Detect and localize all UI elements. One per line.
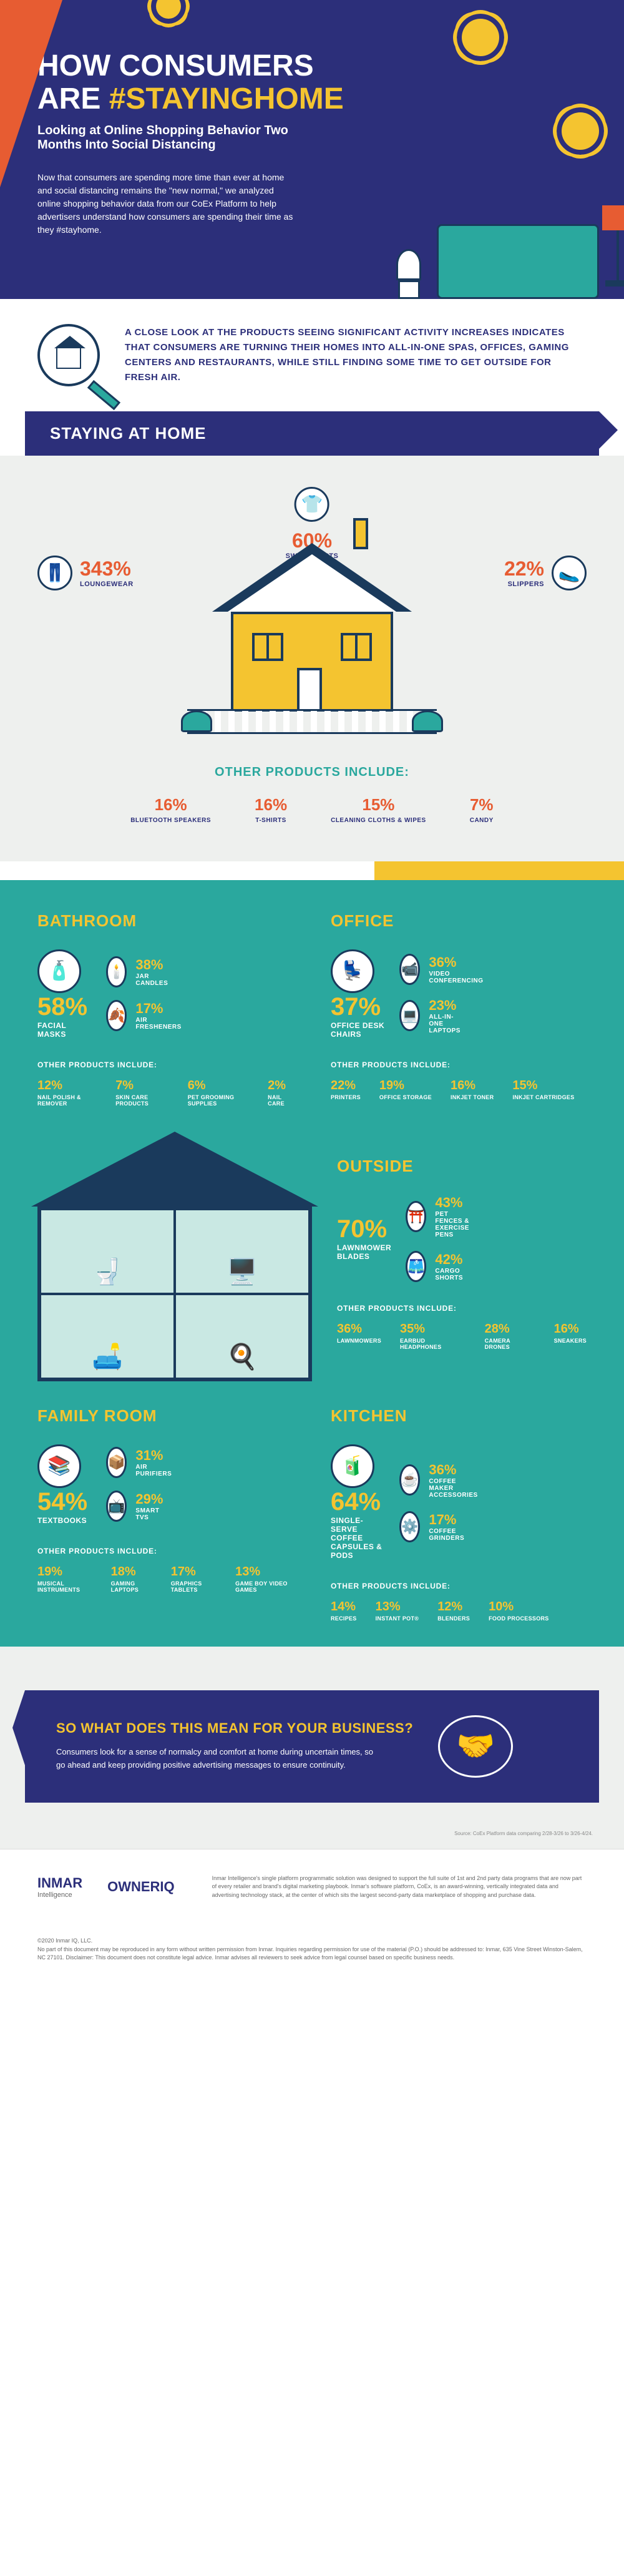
virus-icon xyxy=(156,0,181,19)
cutaway-kitchen: 🍳 xyxy=(175,1294,310,1379)
slippers-icon: 🥿 xyxy=(552,556,587,590)
cutaway-bathroom: 🚽 xyxy=(40,1209,175,1294)
outside-room: OUTSIDE 70% LAWNMOWER BLADES ⛩️43%PET FE… xyxy=(337,1157,587,1350)
office-room: OFFICE 💺 37% OFFICE DESK CHAIRS 📹36%VIDE… xyxy=(331,911,587,1107)
stat-freshener: 🍂17%AIR FRESHENERS xyxy=(106,1000,162,1031)
virus-icon xyxy=(562,112,599,150)
facial-mask-icon: 🧴 xyxy=(37,949,81,993)
copyright: ©2020 Inmar IQ, LLC. No part of this doc… xyxy=(0,1924,624,1987)
cutaway-office: 🖥️ xyxy=(175,1209,310,1294)
family-room: FAMILY ROOM 📚 54% TEXTBOOKS 📦31%AIR PURI… xyxy=(37,1406,293,1622)
callout-slippers: 🥿 22% SLIPPERS xyxy=(449,556,587,590)
stat-grinder: ⚙️17%COFFEE GRINDERS xyxy=(399,1511,456,1542)
coffee-pod-icon: 🧃 xyxy=(331,1444,374,1488)
other-item: 15%CLEANING CLOTHS & WIPES xyxy=(331,795,426,824)
handshake-icon: 🤝 xyxy=(438,1715,513,1778)
virus-icon xyxy=(462,19,499,56)
couch-illustration xyxy=(437,224,599,299)
sweatshirt-icon: 👕 xyxy=(295,487,329,522)
house-cutaway: 🚽 🖥️ 🛋️ 🍳 OUTSIDE 70% LAWNMOWER BLADES ⛩… xyxy=(37,1132,587,1381)
stat-pet-fences: ⛩️43%PET FENCES & EXERCISE PENS xyxy=(406,1195,462,1238)
inmar-logo: INMAR Intelligence xyxy=(37,1875,82,1899)
source-note: Source: CoEx Platform data comparing 2/2… xyxy=(0,1828,624,1849)
rooms-section: BATHROOM 🧴 58% FACIAL MASKS 🕯️38%JAR CAN… xyxy=(0,880,624,1647)
bathroom-room: BATHROOM 🧴 58% FACIAL MASKS 🕯️38%JAR CAN… xyxy=(37,911,293,1107)
footer-text: Inmar Intelligence's single platform pro… xyxy=(212,1874,587,1900)
hero-title: HOW CONSUMERS ARE #STAYINGHOME xyxy=(37,50,349,116)
intro-row: A CLOSE LOOK AT THE PRODUCTS SEEING SIGN… xyxy=(0,299,624,411)
stat-candles: 🕯️38%JAR CANDLES xyxy=(106,956,162,987)
other-item: 16%T-SHIRTS xyxy=(255,795,287,824)
cutaway-familyroom: 🛋️ xyxy=(40,1294,175,1379)
hero-subtitle: Looking at Online Shopping Behavior Two … xyxy=(37,124,300,152)
yellow-stripe xyxy=(0,861,624,880)
stat-smart-tv: 📺29%SMART TVS xyxy=(106,1491,162,1522)
loungewear-icon: 👖 xyxy=(37,556,72,590)
other-item: 16%BLUETOOTH SPEAKERS xyxy=(130,795,211,824)
footer: INMAR Intelligence OWNERIQ Inmar Intelli… xyxy=(0,1849,624,1925)
stat-cargo-shorts: 🩳42%CARGO SHORTS xyxy=(406,1251,462,1282)
house-illustration xyxy=(218,543,406,712)
other-item: 7%CANDY xyxy=(470,795,494,824)
intro-text: A CLOSE LOOK AT THE PRODUCTS SEEING SIGN… xyxy=(125,325,587,385)
owneriq-logo: OWNERIQ xyxy=(107,1879,175,1895)
textbooks-icon: 📚 xyxy=(37,1444,81,1488)
callout-loungewear: 👖 343% LOUNGEWEAR xyxy=(37,556,175,590)
staying-home-banner: STAYING AT HOME xyxy=(25,411,599,456)
other-products-title: OTHER PRODUCTS INCLUDE: xyxy=(37,765,587,780)
cta-body: Consumers look for a sense of normalcy a… xyxy=(56,1746,381,1772)
staying-home-section: 👖 343% LOUNGEWEAR 👕 60% SWEATSHIRTS xyxy=(0,456,624,861)
stat-purifier: 📦31%AIR PURIFIERS xyxy=(106,1447,162,1478)
hero-section: HOW CONSUMERS ARE #STAYINGHOME Looking a… xyxy=(0,0,624,299)
stat-video: 📹36%VIDEO CONFERENCING xyxy=(399,954,456,985)
stat-laptops: 💻23%ALL-IN-ONE LAPTOPS xyxy=(399,997,456,1034)
magnifier-icon xyxy=(37,324,100,386)
fence-illustration xyxy=(187,709,437,734)
cta-section: SO WHAT DOES THIS MEAN FOR YOUR BUSINESS… xyxy=(25,1690,599,1803)
other-products-row: 16%BLUETOOTH SPEAKERS 16%T-SHIRTS 15%CLE… xyxy=(37,795,587,824)
kitchen-room: KITCHEN 🧃 64% SINGLE-SERVE COFFEE CAPSUL… xyxy=(331,1406,587,1622)
chair-icon: 💺 xyxy=(331,949,374,993)
cta-title: SO WHAT DOES THIS MEAN FOR YOUR BUSINESS… xyxy=(56,1720,413,1736)
hero-body: Now that consumers are spending more tim… xyxy=(37,171,300,237)
stat-coffee-acc: ☕36%COFFEE MAKER ACCESSORIES xyxy=(399,1462,456,1499)
